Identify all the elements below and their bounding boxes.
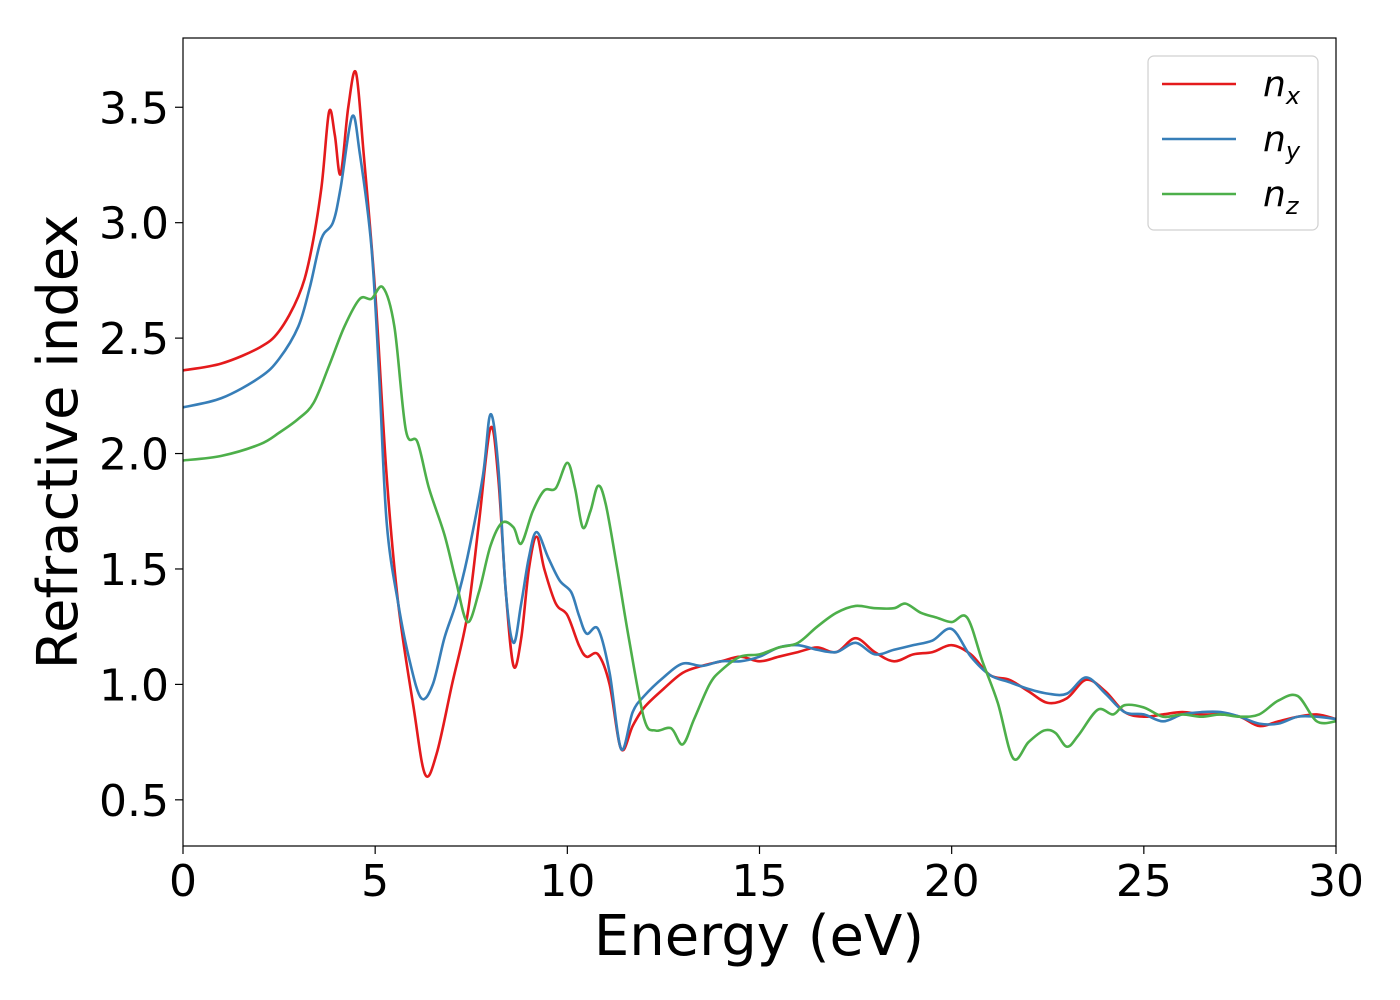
- y-tick-label: 1.0: [99, 660, 169, 711]
- y-axis-title: Refractive index: [26, 215, 91, 670]
- x-tick-label: 25: [1116, 856, 1172, 907]
- series-line-nz: [183, 285, 1336, 761]
- y-tick-label: 2.0: [99, 430, 169, 481]
- x-axis-title: Energy (eV): [594, 904, 924, 969]
- legend-subscript: z: [1285, 192, 1300, 220]
- y-tick-label: 3.5: [99, 83, 169, 134]
- x-tick-label: 30: [1308, 856, 1364, 907]
- series-layer: [183, 69, 1336, 778]
- y-tick-label: 2.5: [99, 314, 169, 365]
- axes-layer: 0 5 10 15 20 25 30 0.5 1.0 1.5 2.0 2.5 3.0 3.5: [99, 37, 1364, 907]
- x-tick-label: 5: [361, 856, 389, 907]
- y-tick-label: 0.5: [99, 776, 169, 827]
- legend-box: [1147, 55, 1319, 231]
- y-tick-label: 1.5: [99, 545, 169, 596]
- legend-subscript: y: [1285, 137, 1301, 165]
- legend-subscript: x: [1285, 82, 1301, 110]
- x-tick-label: 0: [169, 856, 197, 907]
- x-tick-label: 20: [924, 856, 980, 907]
- x-tick-label: 10: [539, 856, 595, 907]
- y-tick-label: 3.0: [99, 199, 169, 250]
- series-line-ny: [183, 114, 1336, 751]
- x-tick-label: 15: [732, 856, 788, 907]
